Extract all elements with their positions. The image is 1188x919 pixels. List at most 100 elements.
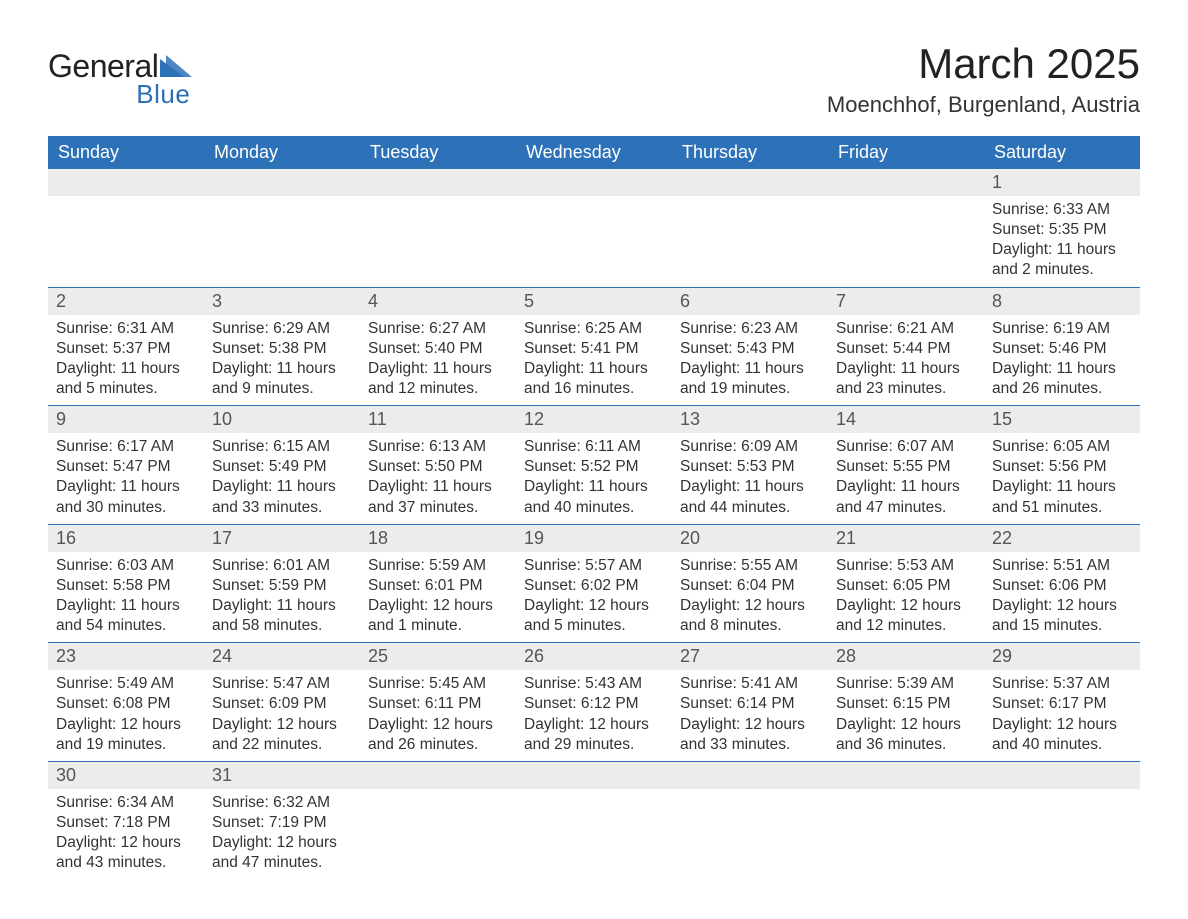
calendar-day: [672, 169, 828, 287]
sunrise-text: Sunrise: 6:33 AM: [992, 200, 1132, 220]
sunset-text: Sunset: 5:53 PM: [680, 457, 820, 477]
day-number: 11: [360, 406, 516, 433]
calendar-day: 23Sunrise: 5:49 AMSunset: 6:08 PMDayligh…: [48, 643, 204, 761]
sunset-text: Sunset: 5:55 PM: [836, 457, 976, 477]
sunrise-text: Sunrise: 6:21 AM: [836, 319, 976, 339]
sunrise-text: Sunrise: 6:13 AM: [368, 437, 508, 457]
daylight-text: Daylight: 12 hours and 47 minutes.: [212, 833, 352, 873]
day-number: 17: [204, 525, 360, 552]
daylight-text: Daylight: 11 hours and 33 minutes.: [212, 477, 352, 517]
sunrise-text: Sunrise: 6:09 AM: [680, 437, 820, 457]
sunset-text: Sunset: 6:09 PM: [212, 694, 352, 714]
sunrise-text: Sunrise: 6:27 AM: [368, 319, 508, 339]
day-number: 25: [360, 643, 516, 670]
daylight-text: Daylight: 11 hours and 30 minutes.: [56, 477, 196, 517]
day-number: 1: [984, 169, 1140, 196]
calendar-day: 12Sunrise: 6:11 AMSunset: 5:52 PMDayligh…: [516, 406, 672, 524]
calendar-day: 2Sunrise: 6:31 AMSunset: 5:37 PMDaylight…: [48, 288, 204, 406]
calendar-day: [828, 762, 984, 880]
logo: General Blue: [48, 48, 192, 110]
calendar-day: 24Sunrise: 5:47 AMSunset: 6:09 PMDayligh…: [204, 643, 360, 761]
sunrise-text: Sunrise: 5:39 AM: [836, 674, 976, 694]
day-number: [360, 169, 516, 196]
day-number: [204, 169, 360, 196]
sunrise-text: Sunrise: 6:31 AM: [56, 319, 196, 339]
daylight-text: Daylight: 12 hours and 22 minutes.: [212, 715, 352, 755]
calendar-day: 20Sunrise: 5:55 AMSunset: 6:04 PMDayligh…: [672, 525, 828, 643]
day-number: 8: [984, 288, 1140, 315]
day-number: 9: [48, 406, 204, 433]
calendar-day: [204, 169, 360, 287]
daylight-text: Daylight: 12 hours and 43 minutes.: [56, 833, 196, 873]
sunset-text: Sunset: 6:15 PM: [836, 694, 976, 714]
calendar-day: [360, 762, 516, 880]
sunrise-text: Sunrise: 6:19 AM: [992, 319, 1132, 339]
daylight-text: Daylight: 12 hours and 5 minutes.: [524, 596, 664, 636]
daylight-text: Daylight: 12 hours and 1 minute.: [368, 596, 508, 636]
day-number: 20: [672, 525, 828, 552]
calendar-day: 19Sunrise: 5:57 AMSunset: 6:02 PMDayligh…: [516, 525, 672, 643]
daylight-text: Daylight: 11 hours and 16 minutes.: [524, 359, 664, 399]
calendar-day: 3Sunrise: 6:29 AMSunset: 5:38 PMDaylight…: [204, 288, 360, 406]
day-number: 22: [984, 525, 1140, 552]
logo-text-blue: Blue: [48, 79, 192, 110]
sunrise-text: Sunrise: 5:47 AM: [212, 674, 352, 694]
sunset-text: Sunset: 6:04 PM: [680, 576, 820, 596]
calendar-day: 15 Sunrise: 6:05 AMSunset: 5:56 PMDayligh…: [984, 406, 1140, 524]
calendar-week: 23Sunrise: 5:49 AMSunset: 6:08 PMDayligh…: [48, 642, 1140, 761]
daylight-text: Daylight: 11 hours and 5 minutes.: [56, 359, 196, 399]
title-block: March 2025 Moenchhof, Burgenland, Austri…: [827, 40, 1140, 118]
header: General Blue March 2025 Moenchhof, Burge…: [48, 40, 1140, 118]
calendar-day: 16Sunrise: 6:03 AMSunset: 5:58 PMDayligh…: [48, 525, 204, 643]
calendar-day: 5Sunrise: 6:25 AMSunset: 5:41 PMDaylight…: [516, 288, 672, 406]
calendar-week: 2Sunrise: 6:31 AMSunset: 5:37 PMDaylight…: [48, 287, 1140, 406]
day-number: 15: [984, 406, 1140, 433]
calendar-day: 18Sunrise: 5:59 AMSunset: 6:01 PMDayligh…: [360, 525, 516, 643]
sunrise-text: Sunrise: 6:03 AM: [56, 556, 196, 576]
calendar-day: 22Sunrise: 5:51 AMSunset: 6:06 PMDayligh…: [984, 525, 1140, 643]
calendar-day: 31Sunrise: 6:32 AMSunset: 7:19 PMDayligh…: [204, 762, 360, 880]
weekday-header: Thursday: [672, 136, 828, 169]
calendar-day: [672, 762, 828, 880]
sunset-text: Sunset: 6:01 PM: [368, 576, 508, 596]
calendar-day: [516, 762, 672, 880]
weekday-header: Saturday: [984, 136, 1140, 169]
sunrise-text: Sunrise: 5:43 AM: [524, 674, 664, 694]
weekday-header: Tuesday: [360, 136, 516, 169]
calendar-day: 29Sunrise: 5:37 AMSunset: 6:17 PMDayligh…: [984, 643, 1140, 761]
weekday-header: Friday: [828, 136, 984, 169]
day-number: 27: [672, 643, 828, 670]
day-number: 31: [204, 762, 360, 789]
day-number: 30: [48, 762, 204, 789]
calendar-week: 16Sunrise: 6:03 AMSunset: 5:58 PMDayligh…: [48, 524, 1140, 643]
sunrise-text: Sunrise: 6:05 AM: [992, 437, 1132, 457]
sunset-text: Sunset: 5:38 PM: [212, 339, 352, 359]
daylight-text: Daylight: 11 hours and 51 minutes.: [992, 477, 1132, 517]
daylight-text: Daylight: 11 hours and 54 minutes.: [56, 596, 196, 636]
sunrise-text: Sunrise: 5:37 AM: [992, 674, 1132, 694]
calendar-day: 4Sunrise: 6:27 AMSunset: 5:40 PMDaylight…: [360, 288, 516, 406]
day-number: [516, 169, 672, 196]
day-number: [360, 762, 516, 789]
sunrise-text: Sunrise: 5:45 AM: [368, 674, 508, 694]
daylight-text: Daylight: 12 hours and 15 minutes.: [992, 596, 1132, 636]
calendar-day: 25Sunrise: 5:45 AMSunset: 6:11 PMDayligh…: [360, 643, 516, 761]
day-number: 23: [48, 643, 204, 670]
sunrise-text: Sunrise: 6:32 AM: [212, 793, 352, 813]
daylight-text: Daylight: 12 hours and 8 minutes.: [680, 596, 820, 636]
sunset-text: Sunset: 5:41 PM: [524, 339, 664, 359]
calendar-day: [48, 169, 204, 287]
sunset-text: Sunset: 6:17 PM: [992, 694, 1132, 714]
sunrise-text: Sunrise: 5:57 AM: [524, 556, 664, 576]
sunrise-text: Sunrise: 5:53 AM: [836, 556, 976, 576]
calendar-day: 10Sunrise: 6:15 AMSunset: 5:49 PMDayligh…: [204, 406, 360, 524]
calendar-day: 21Sunrise: 5:53 AMSunset: 6:05 PMDayligh…: [828, 525, 984, 643]
sunrise-text: Sunrise: 6:11 AM: [524, 437, 664, 457]
sunset-text: Sunset: 5:56 PM: [992, 457, 1132, 477]
calendar: Sunday Monday Tuesday Wednesday Thursday…: [48, 136, 1140, 879]
daylight-text: Daylight: 12 hours and 19 minutes.: [56, 715, 196, 755]
sunset-text: Sunset: 5:40 PM: [368, 339, 508, 359]
day-number: 5: [516, 288, 672, 315]
calendar-day: 9Sunrise: 6:17 AMSunset: 5:47 PMDaylight…: [48, 406, 204, 524]
sunrise-text: Sunrise: 6:01 AM: [212, 556, 352, 576]
